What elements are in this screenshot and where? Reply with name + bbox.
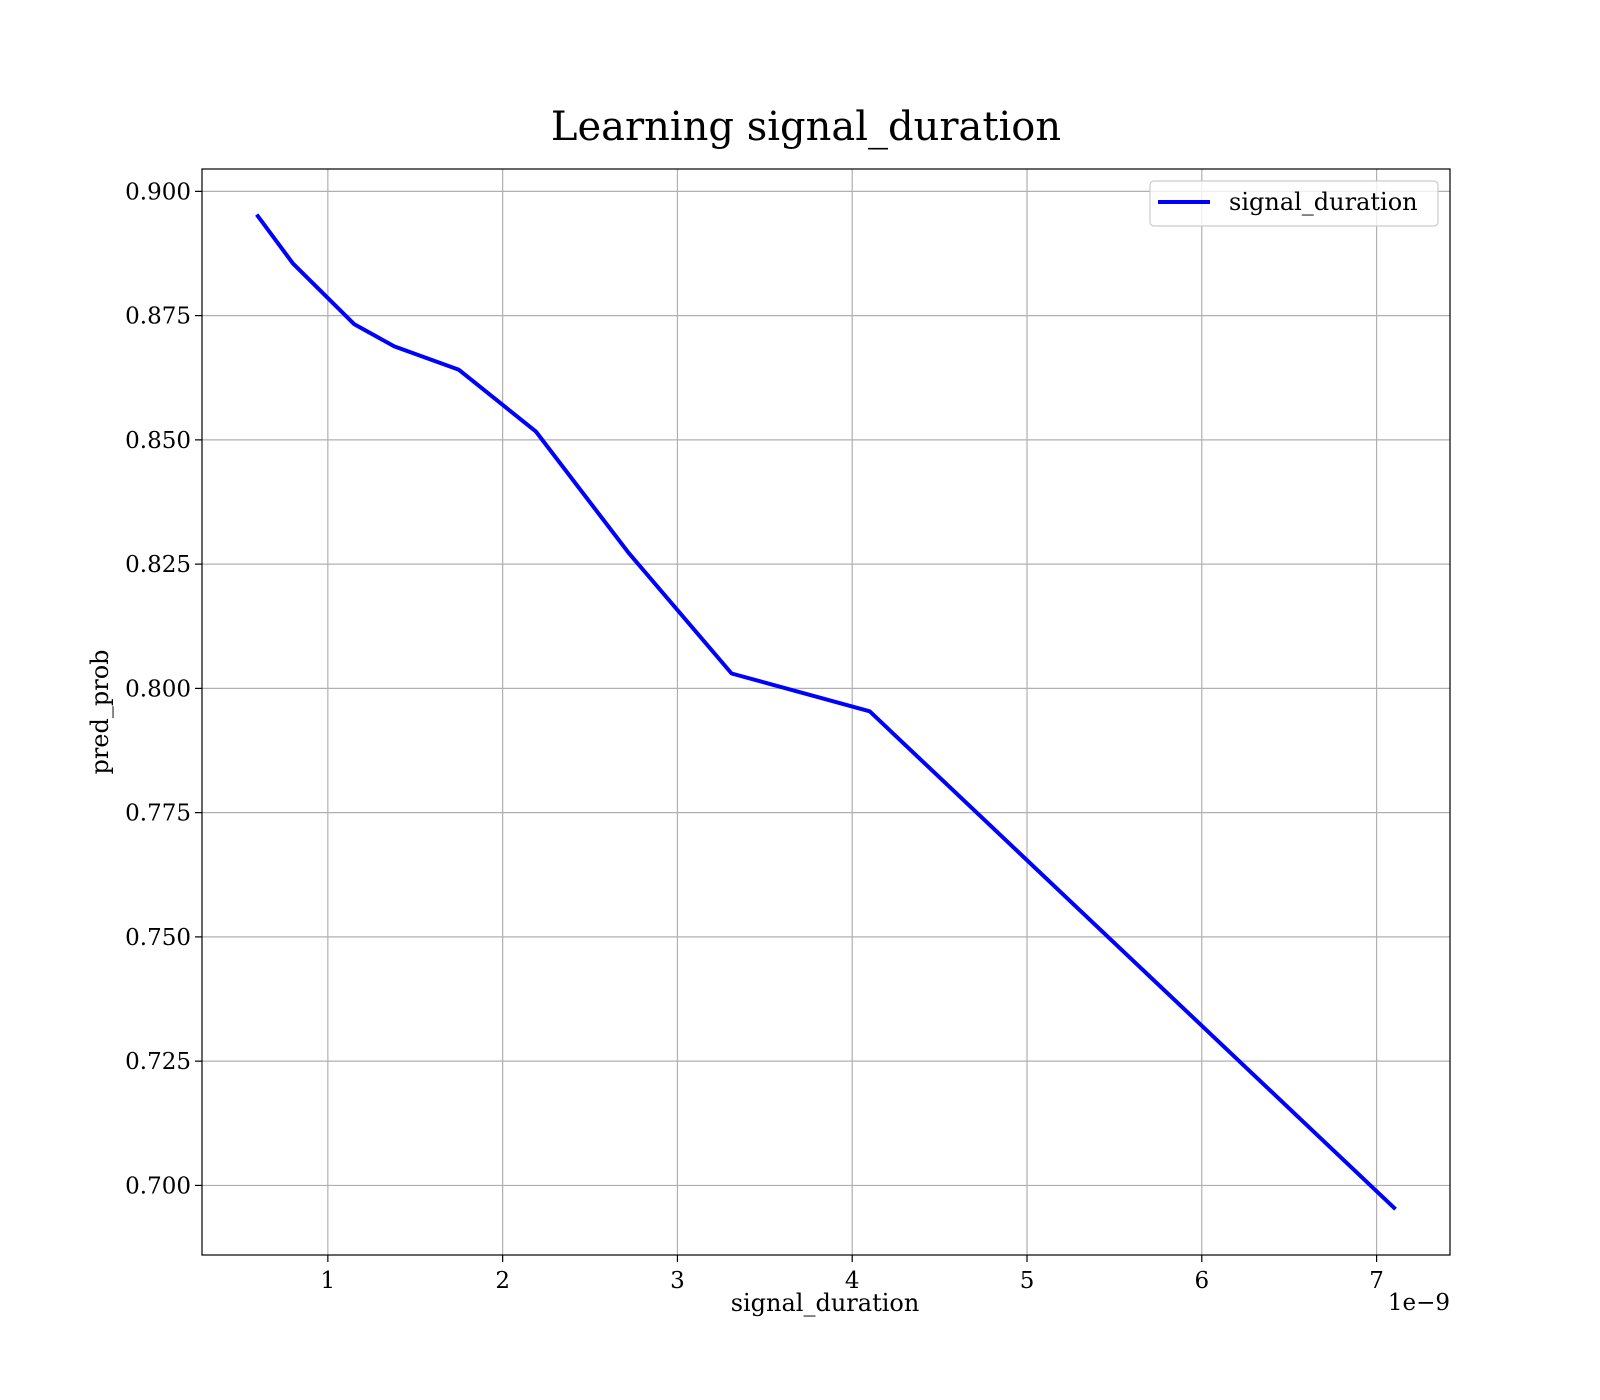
x-tick-label: 7 bbox=[1369, 1268, 1384, 1294]
y-axis-ticks: 0.700 0.725 0.750 0.775 0.800 0.825 0.850 0.875… bbox=[125, 179, 202, 1199]
plot-frame bbox=[201, 168, 1451, 1256]
y-tick-label: 0.725 bbox=[125, 1049, 191, 1075]
x-tick-label: 2 bbox=[495, 1268, 510, 1294]
x-axis-ticks: 1 2 3 4 5 6 7 bbox=[321, 1255, 1384, 1294]
x-axis-offset-text: 1e−9 bbox=[1388, 1290, 1450, 1316]
x-tick-label: 3 bbox=[670, 1268, 685, 1294]
y-tick-label: 0.750 bbox=[125, 925, 191, 951]
chart-title: Learning signal_duration bbox=[551, 104, 1061, 150]
y-tick-label: 0.775 bbox=[125, 801, 191, 827]
x-tick-label: 6 bbox=[1194, 1268, 1209, 1294]
y-tick-label: 0.875 bbox=[125, 304, 191, 330]
series-line bbox=[255, 213, 1397, 1211]
y-tick-label: 0.700 bbox=[125, 1173, 191, 1199]
x-tick-label: 4 bbox=[845, 1268, 860, 1294]
x-axis-label: signal_duration bbox=[731, 1289, 920, 1317]
grid bbox=[202, 169, 1450, 1255]
x-tick-label: 1 bbox=[321, 1268, 336, 1294]
y-axis-label: pred_prob bbox=[86, 649, 114, 774]
series-layer bbox=[255, 213, 1397, 1211]
legend-label: signal_duration bbox=[1229, 188, 1418, 216]
y-tick-label: 0.800 bbox=[125, 676, 191, 702]
legend-box bbox=[1149, 180, 1439, 227]
legend: signal_duration bbox=[1149, 180, 1439, 227]
x-tick-label: 5 bbox=[1020, 1268, 1035, 1294]
y-tick-label: 0.825 bbox=[125, 552, 191, 578]
y-tick-label: 0.850 bbox=[125, 428, 191, 454]
y-tick-label: 0.900 bbox=[125, 179, 191, 205]
